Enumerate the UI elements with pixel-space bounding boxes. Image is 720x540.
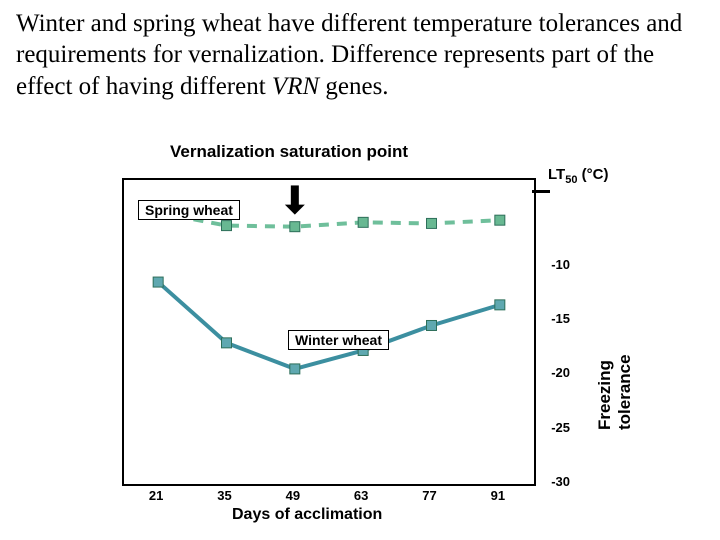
x-tick: 49 — [278, 488, 308, 503]
caption-text: Winter and spring wheat have different t… — [16, 8, 704, 102]
winter-wheat-label: Winter wheat — [288, 330, 389, 350]
x-tick: 21 — [141, 488, 171, 503]
lt50-tick — [532, 190, 550, 193]
y-tick: -25 — [540, 420, 570, 435]
y-tick: -30 — [540, 474, 570, 489]
x-tick: 91 — [483, 488, 513, 503]
x-axis-label: Days of acclimation — [232, 506, 382, 524]
y-tick: -15 — [540, 311, 570, 326]
x-tick: 35 — [210, 488, 240, 503]
caption-post: genes. — [319, 73, 388, 100]
y-axis-label: Freezing tolerance — [595, 305, 635, 430]
lt50-label: LT50 (°C) — [548, 166, 608, 186]
y-tick: -10 — [540, 257, 570, 272]
x-tick: 63 — [346, 488, 376, 503]
chart-title: Vernalization saturation point — [170, 142, 408, 162]
y-tick: -20 — [540, 365, 570, 380]
slide: Winter and spring wheat have different t… — [0, 0, 720, 540]
x-tick: 77 — [415, 488, 445, 503]
caption-ital: VRN — [272, 73, 319, 100]
spring-wheat-label: Spring wheat — [138, 200, 240, 220]
